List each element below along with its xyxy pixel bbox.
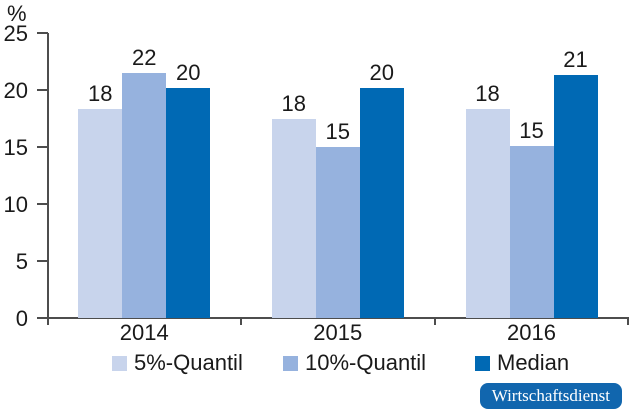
x-axis-tick bbox=[47, 318, 49, 325]
y-axis-tick-label: 0 bbox=[15, 306, 28, 331]
y-axis-tick bbox=[37, 89, 48, 91]
y-axis-tick-label: 25 bbox=[3, 21, 28, 46]
y-axis-tick bbox=[37, 260, 48, 262]
x-category-label: 2015 bbox=[313, 320, 363, 345]
y-axis-tick-label: 20 bbox=[3, 78, 28, 103]
legend-item-Median: Median bbox=[475, 350, 570, 375]
bar-value-label: 18 bbox=[281, 90, 306, 116]
bar-2014-Median bbox=[166, 87, 211, 318]
bar-2016-Median bbox=[553, 75, 598, 318]
bar-2015-Median bbox=[359, 87, 404, 318]
wirtschaftsdienst-badge: Wirtschaftsdienst bbox=[479, 383, 622, 409]
y-axis-tick bbox=[37, 203, 48, 205]
bar-value-label: 21 bbox=[563, 47, 588, 73]
bar-2014-10%-Quantil bbox=[122, 72, 167, 318]
x-axis-tick bbox=[627, 318, 629, 325]
x-category-label: 2014 bbox=[119, 320, 169, 345]
legend-swatch bbox=[475, 355, 490, 371]
bar-value-label: 15 bbox=[519, 117, 544, 143]
y-axis-tick-label: 15 bbox=[3, 135, 28, 160]
x-category-label: 2016 bbox=[507, 320, 556, 345]
legend-swatch bbox=[112, 355, 127, 371]
y-axis-tick-label: 10 bbox=[3, 192, 28, 217]
y-axis-tick bbox=[37, 146, 48, 148]
bar-value-label: 22 bbox=[132, 44, 157, 70]
bar-2016-5%-Quantil bbox=[465, 109, 510, 318]
legend-item-10%-Quantil: 10%-Quantil bbox=[283, 350, 427, 375]
x-axis-tick bbox=[434, 318, 436, 325]
legend-item-5%-Quantil: 5%-Quantil bbox=[112, 350, 243, 375]
y-axis-unit-label: % bbox=[7, 1, 27, 26]
y-axis-tick-label: 5 bbox=[15, 249, 28, 274]
x-axis-line bbox=[47, 317, 629, 319]
bar-value-label: 20 bbox=[176, 59, 201, 85]
y-axis-tick bbox=[37, 317, 48, 319]
y-axis-line bbox=[47, 33, 49, 318]
legend-label: 10%-Quantil bbox=[305, 350, 427, 375]
legend-label: Median bbox=[497, 350, 570, 375]
bar-2015-5%-Quantil bbox=[271, 118, 316, 318]
bar-value-label: 18 bbox=[88, 81, 113, 107]
y-axis-tick bbox=[37, 32, 48, 34]
bar-2015-10%-Quantil bbox=[315, 147, 360, 318]
bar-value-label: 20 bbox=[369, 59, 394, 85]
plot-area: 0 5 10 15 20 25 18 22 20 2014 18 15 20 2015 18 15 21 2016 bbox=[3, 21, 629, 345]
bar-2014-5%-Quantil bbox=[78, 109, 123, 318]
bar-value-label: 15 bbox=[325, 119, 350, 144]
legend-swatch bbox=[283, 355, 298, 371]
bar-2016-10%-Quantil bbox=[509, 145, 554, 318]
bar-value-label: 18 bbox=[475, 81, 500, 107]
legend-label: 5%-Quantil bbox=[134, 350, 243, 375]
x-axis-tick bbox=[239, 318, 242, 325]
